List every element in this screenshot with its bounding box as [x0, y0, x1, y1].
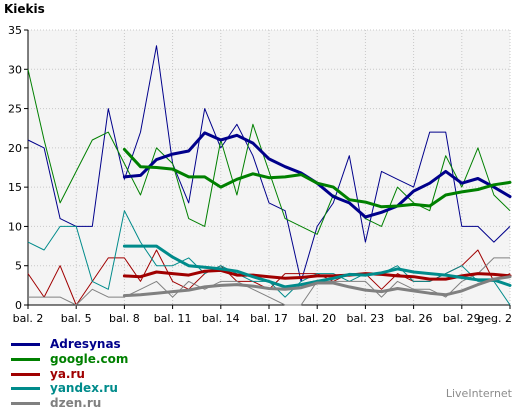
watermark: LiveInternet	[445, 387, 512, 400]
y-tick-labels: 0 5 10 15 20 25 30 35	[8, 24, 22, 312]
y-tick-label: 0	[15, 299, 22, 312]
x-tick-labels: bal. 2 bal. 5 bal. 8 bal. 11 bal. 14 bal. 17 b…	[13, 312, 512, 325]
x-tick-label: bal. 14	[202, 312, 240, 325]
axes	[24, 29, 511, 309]
x-tick-label: bal. 23	[347, 312, 385, 325]
legend-swatch	[11, 343, 40, 346]
y-tick-label: 20	[8, 142, 22, 155]
x-tick-label: bal. 8	[109, 312, 140, 325]
series-average-line-google-com	[122, 147, 512, 209]
series-line-google-com	[27, 69, 511, 235]
legend-label: ya.ru	[50, 366, 85, 381]
x-tick-label: bal. 17	[250, 312, 288, 325]
y-tick-label: 35	[8, 24, 22, 37]
y-tick-label: 10	[8, 220, 22, 233]
legend-label: Adresynas	[50, 337, 121, 351]
chart-title: Kiekis	[4, 2, 45, 16]
legend-swatch	[11, 387, 40, 391]
legend-label: dzen.ru	[50, 396, 102, 411]
x-tick-label: bal. 20	[298, 312, 336, 325]
legend-swatch	[11, 402, 40, 406]
x-tick-label: geg. 2	[477, 312, 512, 325]
series-line-adresynas	[27, 45, 511, 282]
x-tick-label: bal. 5	[61, 312, 92, 325]
legend-label: yandex.ru	[50, 381, 118, 396]
legend-swatch	[11, 372, 40, 376]
series-average-line-ya-ru	[122, 268, 512, 281]
series-average-line-dzen-ru	[122, 275, 512, 298]
x-tick-label: bal. 11	[154, 312, 192, 325]
series-line-dzen-ru	[28, 257, 510, 306]
legend-swatch	[11, 357, 40, 361]
x-tick-label: bal. 29	[443, 312, 481, 325]
y-tick-label: 30	[8, 63, 22, 76]
y-tick-label: 15	[8, 181, 22, 194]
y-tick-label: 25	[8, 103, 22, 116]
x-tick-label: bal. 26	[395, 312, 433, 325]
plot-series	[27, 45, 512, 306]
series-average-line-yandex-ru	[122, 244, 512, 289]
x-tick-label: bal. 2	[13, 312, 44, 325]
y-tick-label: 5	[15, 260, 22, 273]
legend-label: google.com	[50, 351, 129, 366]
